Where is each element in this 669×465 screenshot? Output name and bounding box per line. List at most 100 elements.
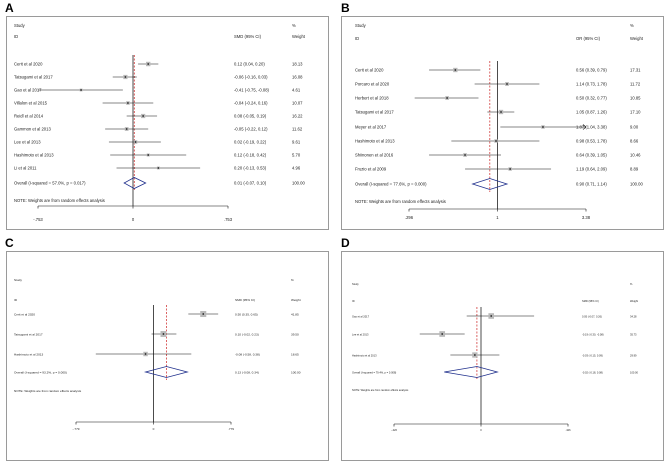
panel-letter-b: B — [341, 1, 350, 15]
overall-diamond-c — [143, 366, 189, 378]
x-tick-label-d: -.426 — [391, 428, 397, 432]
point-estimate-a — [147, 63, 150, 65]
header-percent-d: % — [630, 282, 633, 286]
effect-ci-label-b: 1.14 (0.73, 1.78) — [576, 82, 607, 87]
study-label-a: Cerit et al 2020 — [14, 62, 43, 67]
effect-ci-label-b: 1.87 (1.04, 3.38) — [576, 125, 607, 130]
header-id-c: ID — [14, 298, 18, 302]
header-weight-d: Weight — [630, 299, 638, 303]
header-percent-b: % — [630, 23, 634, 28]
effect-ci-label-a: 0.20 (-0.13, 0.53) — [234, 166, 267, 171]
overall-label-d: Overall (I-squared = 79.4%, p = 0.008) — [352, 371, 396, 375]
weight-label-a: 4.96 — [292, 166, 301, 171]
header-effect-d: SMD (95% CI) — [582, 299, 599, 303]
overall-diamond-a — [123, 177, 147, 189]
study-label-d: Gao et al 2017 — [352, 315, 370, 319]
overall-ci-label-b: 0.90 (0.71, 1.14) — [576, 182, 607, 187]
panel-letter-a: A — [5, 1, 14, 15]
header-percent-c: % — [291, 278, 294, 282]
x-tick-label-b: 3.38 — [582, 215, 591, 220]
effect-ci-label-b: 1.19 (0.64, 2.09) — [576, 167, 607, 172]
point-estimate-d — [473, 354, 476, 356]
point-estimate-b — [454, 69, 457, 71]
weights-note-b: NOTE: Weights are from random effects an… — [355, 199, 446, 204]
overall-weight-label-d: 100.00 — [630, 371, 638, 375]
study-label-a: Gao et al 2017 — [14, 88, 42, 93]
effect-ci-label-a: -0.06 (-0.16, 0.03) — [234, 75, 268, 80]
weight-label-c: 39.50 — [291, 333, 299, 337]
point-estimate-b — [542, 126, 544, 128]
weight-label-a: 11.62 — [292, 127, 303, 132]
weight-label-b: 9.00 — [630, 125, 639, 130]
study-label-b: Hashimoto et al 2013 — [355, 139, 395, 144]
effect-ci-label-a: 0.02 (-0.19, 0.22) — [234, 140, 267, 145]
overall-ci-label-a: 0.01 (-0.07, 0.10) — [234, 181, 267, 186]
weight-label-c: 41.85 — [291, 313, 299, 317]
panel-letter-c: C — [5, 236, 14, 250]
header-weight-b: Weight — [630, 36, 644, 41]
weight-label-b: 10.46 — [630, 153, 641, 158]
panel-letter-d: D — [341, 236, 350, 250]
weight-label-b: 17.10 — [630, 110, 641, 115]
weight-label-a: 10.07 — [292, 101, 303, 106]
effect-ci-label-b: 0.64 (0.39, 1.05) — [576, 153, 607, 158]
weight-label-c: 18.65 — [291, 353, 299, 357]
header-study-a: Study — [14, 23, 26, 28]
header-study-c: Study — [14, 278, 22, 282]
weight-label-a: 18.13 — [292, 62, 303, 67]
x-tick-label-c: 0 — [153, 427, 155, 431]
effect-ci-label-a: 0.08 (-0.05, 0.19) — [234, 114, 267, 119]
study-label-d: Lee et al 2013 — [352, 333, 369, 337]
overall-label-a: Overall (I-squared = 57.0%, p = 0.017) — [14, 181, 86, 186]
weight-label-b: 8.66 — [630, 139, 639, 144]
point-estimate-a — [157, 167, 160, 169]
weight-label-a: 9.61 — [292, 140, 301, 145]
weight-label-a: 4.61 — [292, 88, 301, 93]
point-estimate-a — [125, 128, 128, 130]
study-label-b: Tatsugami et al 2017 — [355, 110, 394, 115]
effect-ci-label-d: -0.03 (-0.15, 0.09) — [582, 354, 603, 358]
header-percent-a: % — [292, 23, 296, 28]
point-estimate-a — [127, 102, 129, 104]
point-estimate-a — [134, 141, 137, 143]
x-tick-label-d: 0 — [480, 428, 482, 432]
point-estimate-c — [144, 353, 147, 355]
effect-ci-label-b: 0.50 (0.32, 0.77) — [576, 96, 607, 101]
overall-label-c: Overall (I-squared = 93.2%, p = 0.000) — [14, 371, 67, 375]
study-label-a: Gammon et al 2013 — [14, 127, 51, 132]
weight-label-b: 8.89 — [630, 167, 639, 172]
weight-label-b: 17.31 — [630, 68, 641, 73]
header-id-d: ID — [352, 299, 355, 303]
study-label-b: Meyer et al 2017 — [355, 125, 387, 130]
study-label-b: Cerit et al 2020 — [355, 68, 384, 73]
weight-label-a: 16.08 — [292, 75, 303, 80]
header-effect-c: SMD (95% CI) — [235, 298, 255, 302]
x-tick-label-b: .296 — [405, 215, 414, 220]
effect-ci-label-c: -0.08 (-0.58, 0.38) — [235, 353, 260, 357]
header-id-a: ID — [14, 34, 18, 39]
weight-label-d: 29.99 — [630, 354, 637, 358]
point-estimate-d — [441, 333, 444, 335]
study-label-c: Hashimoto et al 2013 — [14, 353, 44, 357]
weight-label-a: 16.22 — [292, 114, 303, 119]
forest-plot-d-frame — [341, 251, 664, 461]
point-estimate-b — [506, 83, 508, 85]
overall-diamond-d — [444, 366, 499, 378]
effect-ci-label-a: -0.05 (-0.22, 0.12) — [234, 127, 268, 132]
effect-ci-label-c: 0.50 (0.35, 0.65) — [235, 313, 258, 317]
weights-note-d: NOTE: Weights are from random effects an… — [352, 388, 409, 392]
point-estimate-b — [495, 140, 497, 142]
x-tick-label-a: 0 — [132, 217, 135, 222]
overall-diamond-b — [471, 178, 509, 190]
effect-ci-label-a: -0.41 (-0.75, -0.08) — [234, 88, 270, 93]
effect-ci-label-d: 0.05 (-0.07, 0.26) — [582, 315, 602, 319]
point-estimate-c — [202, 313, 205, 315]
x-tick-label-b: 1 — [496, 215, 499, 220]
weight-label-b: 11.72 — [630, 82, 641, 87]
point-estimate-a — [124, 76, 127, 78]
header-study-d: Study — [352, 282, 359, 286]
study-label-a: Hashimoto et al 2013 — [14, 153, 54, 158]
weight-label-d: 35.73 — [630, 333, 637, 337]
header-weight-a: Weight — [292, 34, 306, 39]
